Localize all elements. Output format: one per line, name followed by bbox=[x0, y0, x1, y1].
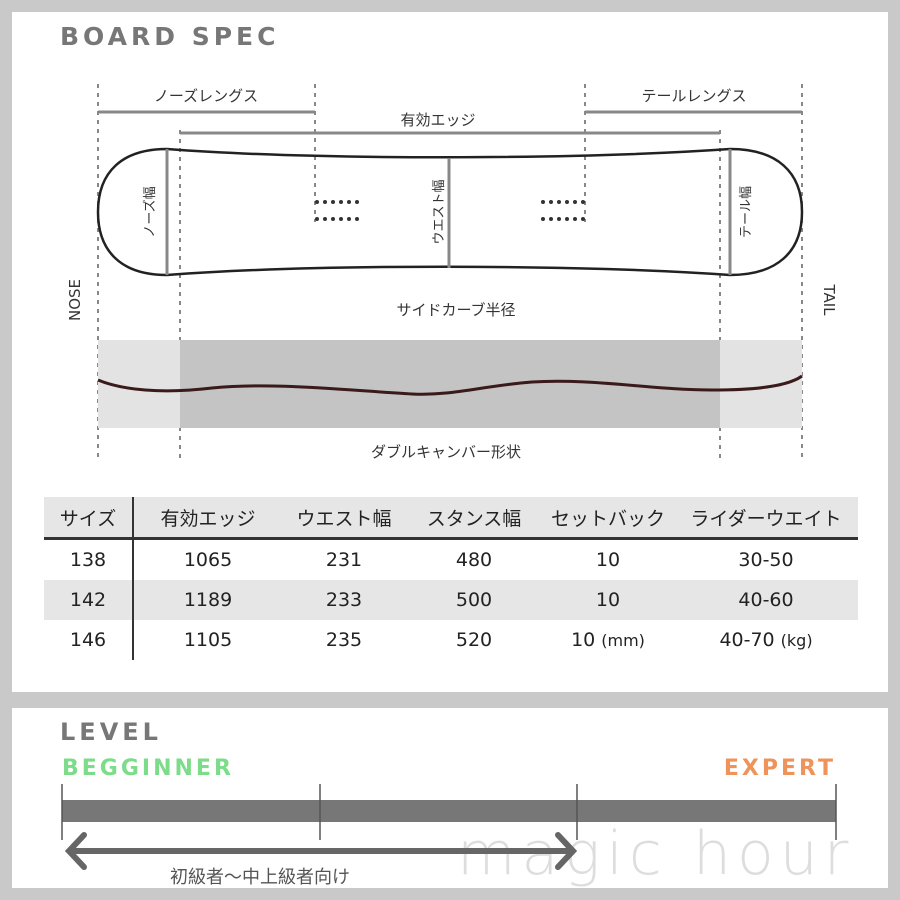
table-cell: 520 bbox=[455, 629, 493, 651]
header-effective-edge: 有効エッジ bbox=[160, 507, 256, 530]
header-stance-width: スタンス幅 bbox=[426, 507, 522, 530]
table-cell: 1065 bbox=[183, 549, 233, 571]
table-cell: 233 bbox=[325, 589, 363, 611]
board-spec-panel: BOARD SPEC ノーズレングス テールレングス 有効エッジ bbox=[12, 12, 888, 692]
table-row: 142 1189 233 500 10 40-60 bbox=[44, 580, 858, 620]
beginner-label: BEGGINNER bbox=[62, 756, 234, 781]
table-row: 146 1105 235 520 10 (mm) 40-70 (kg) bbox=[44, 620, 858, 660]
expert-label: EXPERT bbox=[723, 756, 836, 781]
header-setback: セットバック bbox=[550, 507, 665, 530]
waist-width-label: ウエスト幅 bbox=[432, 179, 447, 244]
setback-unit: (mm) bbox=[601, 631, 645, 650]
level-panel: magic hour LEVEL BEGGINNER EXPERT 初級者〜中上… bbox=[12, 708, 888, 888]
table-cell: 40-70 (kg) bbox=[719, 629, 813, 651]
table-cell: 30-50 bbox=[738, 549, 794, 571]
nose-width-label: ノーズ幅 bbox=[142, 186, 158, 237]
table-cell: 138 bbox=[44, 538, 134, 580]
nose-length-label: ノーズレングス bbox=[154, 87, 258, 105]
sidecut-radius-label: サイドカーブ半径 bbox=[396, 301, 515, 319]
table-cell: 142 bbox=[44, 580, 134, 620]
nose-label: NOSE bbox=[66, 279, 84, 321]
table-cell: 10 bbox=[595, 549, 621, 571]
range-label: 初級者〜中上級者向け bbox=[170, 867, 350, 888]
table-cell: 10 (mm) bbox=[571, 629, 645, 651]
table-cell: 40-60 bbox=[738, 589, 794, 611]
tail-width-label: テール幅 bbox=[739, 186, 754, 238]
table-cell: 10 bbox=[595, 589, 621, 611]
effective-edge-label: 有効エッジ bbox=[400, 111, 475, 129]
level-title: LEVEL bbox=[60, 718, 162, 746]
level-scale: 初級者〜中上級者向け bbox=[61, 784, 837, 888]
weight-unit: (kg) bbox=[780, 631, 813, 650]
camber-profile-line bbox=[97, 374, 803, 396]
spec-title: BOARD SPEC bbox=[60, 22, 280, 51]
tail-label: TAIL bbox=[820, 283, 838, 316]
profile-label: ダブルキャンバー形状 bbox=[371, 443, 521, 461]
spec-table: サイズ 有効エッジ ウエスト幅 スタンス幅 セットバック ライダーウエイト 13… bbox=[44, 497, 858, 660]
profile-band-dark bbox=[180, 340, 720, 428]
insert-holes bbox=[315, 200, 585, 221]
table-cell: 1189 bbox=[183, 589, 233, 611]
table-cell: 231 bbox=[325, 549, 363, 571]
tail-length-label: テールレングス bbox=[641, 87, 746, 105]
range-arrow bbox=[64, 832, 578, 870]
board-diagram: ノーズレングス テールレングス 有効エッジ ノーズ幅 ウエスト幅 テール幅 NO… bbox=[66, 84, 838, 462]
header-waist-width: ウエスト幅 bbox=[296, 507, 392, 530]
header-rider-weight: ライダーウエイト bbox=[690, 507, 842, 530]
table-row: 138 1065 231 480 10 30-50 bbox=[44, 538, 858, 580]
table-cell: 1105 bbox=[183, 629, 233, 651]
table-cell: 500 bbox=[455, 589, 493, 611]
level-bar bbox=[62, 800, 836, 822]
table-header-row: サイズ 有効エッジ ウエスト幅 スタンス幅 セットバック ライダーウエイト bbox=[44, 497, 858, 539]
table-cell: 146 bbox=[44, 620, 134, 660]
table-cell: 480 bbox=[455, 549, 493, 571]
table-cell: 235 bbox=[325, 629, 363, 651]
header-size: サイズ bbox=[44, 497, 134, 539]
